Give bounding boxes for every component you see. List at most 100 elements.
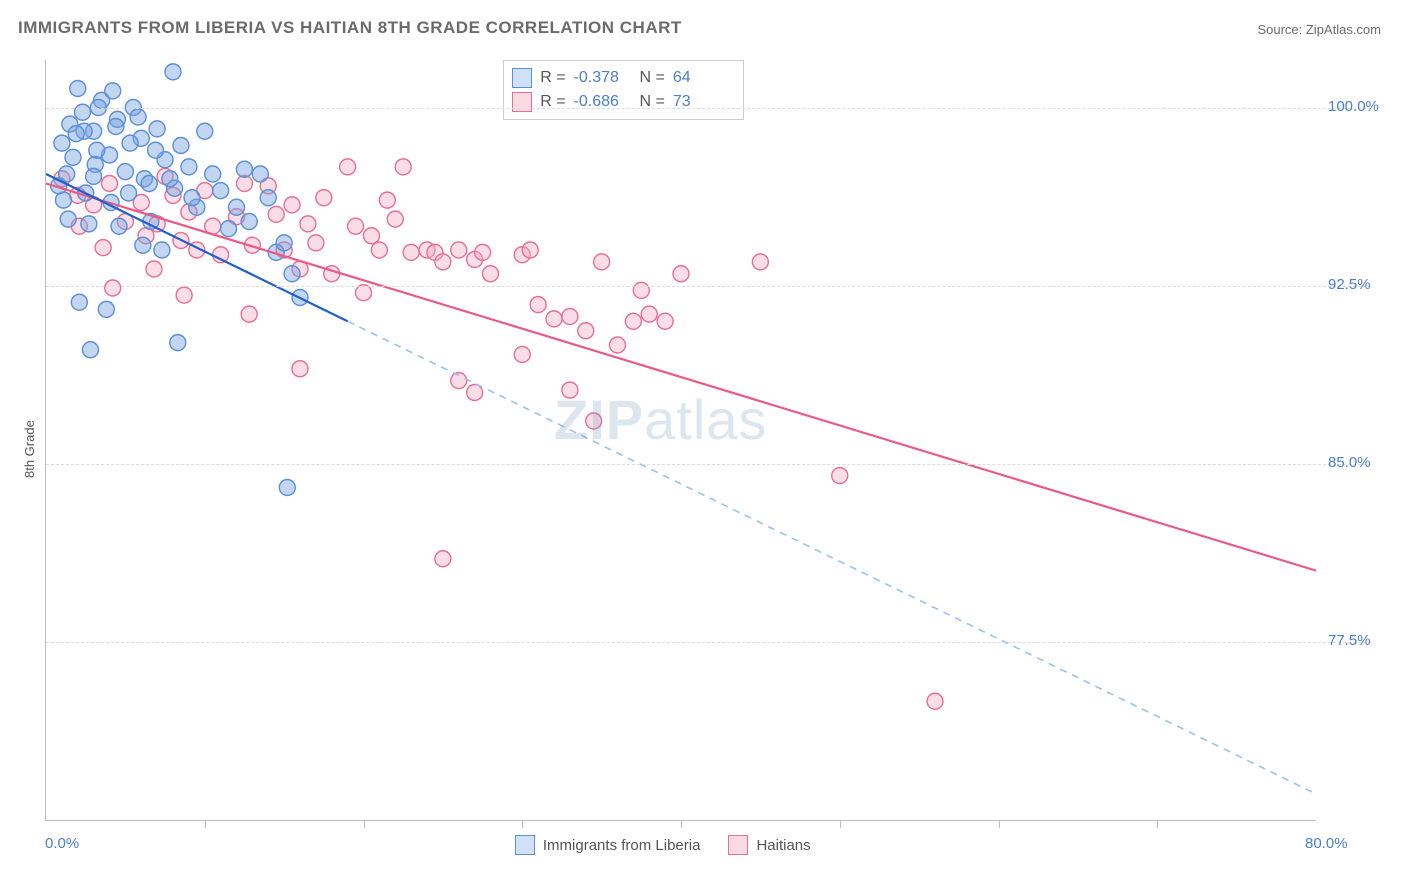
scatter-point [197,123,213,139]
scatter-point [752,254,768,270]
scatter-point [371,242,387,258]
scatter-point [181,159,197,175]
gridline-h [46,642,1371,643]
scatter-point [60,211,76,227]
scatter-point [435,551,451,567]
scatter-point [340,159,356,175]
x-tick [999,820,1000,828]
scatter-point [308,235,324,251]
legend-swatch [728,835,748,855]
scatter-point [562,309,578,325]
x-tick [522,820,523,828]
scatter-point [148,142,164,158]
scatter-point [108,119,124,135]
trend-line-blue-dash [348,321,1316,794]
scatter-point [284,266,300,282]
x-tick [205,820,206,828]
x-tick [681,820,682,828]
scatter-point [221,221,237,237]
gridline-h [46,464,1371,465]
scatter-point [68,126,84,142]
scatter-point [98,301,114,317]
gridline-h [46,108,1371,109]
scatter-point [176,287,192,303]
scatter-point [292,361,308,377]
scatter-point [241,214,257,230]
scatter-point [162,171,178,187]
x-tick [364,820,365,828]
scatter-point [284,197,300,213]
scatter-point [89,142,105,158]
legend-swatch [512,92,532,112]
scatter-point [475,244,491,260]
scatter-point [149,121,165,137]
scatter-point [522,242,538,258]
source-label: Source: ZipAtlas.com [1257,22,1381,37]
x-axis-max-label: 80.0% [1305,835,1348,852]
x-tick [840,820,841,828]
legend-label: Immigrants from Liberia [543,837,701,854]
scatter-point [530,297,546,313]
scatter-point [241,306,257,322]
legend-label: Haitians [756,837,810,854]
scatter-point [95,240,111,256]
scatter-point [348,218,364,234]
scatter-point [70,81,86,97]
legend-item: Immigrants from Liberia [515,835,701,855]
scatter-point [252,166,268,182]
scatter-point [86,168,102,184]
y-tick-label: 100.0% [1328,98,1379,115]
scatter-point [316,190,332,206]
chart-title: IMMIGRANTS FROM LIBERIA VS HAITIAN 8TH G… [18,18,682,38]
scatter-point [467,385,483,401]
scatter-point [356,285,372,301]
scatter-point [117,164,133,180]
scatter-point [403,244,419,260]
scatter-point [546,311,562,327]
corr-r-value: -0.378 [574,69,632,87]
legend-swatch [515,835,535,855]
scatter-point [625,313,641,329]
scatter-point [363,228,379,244]
source-name: ZipAtlas.com [1306,22,1381,37]
scatter-point [205,166,221,182]
scatter-point [276,235,292,251]
scatter-point [71,294,87,310]
y-tick-label: 92.5% [1328,276,1371,293]
scatter-point [379,192,395,208]
scatter-point [105,83,121,99]
scatter-point [184,190,200,206]
watermark-rest: atlas [644,388,767,451]
scatter-point [229,199,245,215]
scatter-point [260,190,276,206]
plot-area: R = -0.378N = 64R = -0.686N = 73 ZIPatla… [45,60,1316,821]
scatter-point [146,261,162,277]
x-tick [1157,820,1158,828]
y-tick-label: 85.0% [1328,454,1371,471]
scatter-point [81,216,97,232]
y-tick-label: 77.5% [1328,632,1371,649]
scatter-point [165,64,181,80]
correlation-legend: R = -0.378N = 64R = -0.686N = 73 [503,60,744,120]
y-axis-label: 8th Grade [22,420,37,478]
scatter-point [236,161,252,177]
scatter-point [387,211,403,227]
scatter-point [514,347,530,363]
scatter-point [395,159,411,175]
scatter-point [154,242,170,258]
scatter-point [641,306,657,322]
legend-item: Haitians [728,835,810,855]
scatter-point [173,138,189,154]
x-axis-min-label: 0.0% [45,835,79,852]
scatter-point [657,313,673,329]
scatter-point [65,149,81,165]
scatter-point [82,342,98,358]
source-prefix: Source: [1257,22,1305,37]
watermark: ZIPatlas [554,387,767,452]
scatter-point [130,109,146,125]
corr-n-value: 64 [673,69,731,87]
scatter-point [122,135,138,151]
scatter-point [170,335,186,351]
scatter-point [300,216,316,232]
scatter-point [135,237,151,253]
